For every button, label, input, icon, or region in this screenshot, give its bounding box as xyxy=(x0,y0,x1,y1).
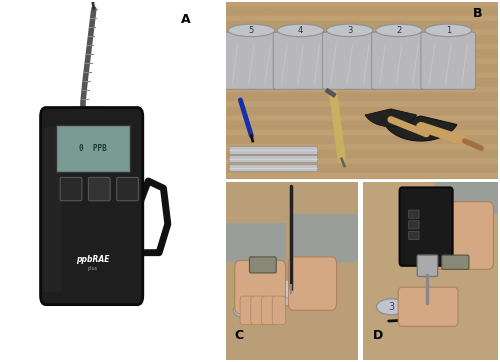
FancyBboxPatch shape xyxy=(408,231,419,240)
Ellipse shape xyxy=(429,82,468,89)
Ellipse shape xyxy=(425,24,472,37)
FancyBboxPatch shape xyxy=(442,255,469,269)
FancyBboxPatch shape xyxy=(290,214,360,262)
Text: 3: 3 xyxy=(388,302,394,312)
Text: 5: 5 xyxy=(248,26,254,35)
Text: 2: 2 xyxy=(396,26,402,35)
Text: plus: plus xyxy=(88,266,98,271)
FancyBboxPatch shape xyxy=(224,32,278,89)
Wedge shape xyxy=(365,109,416,127)
Text: A: A xyxy=(181,13,190,26)
FancyBboxPatch shape xyxy=(398,287,458,327)
Bar xyxy=(230,146,317,153)
FancyBboxPatch shape xyxy=(408,221,419,229)
FancyBboxPatch shape xyxy=(44,127,61,292)
FancyBboxPatch shape xyxy=(400,188,452,266)
FancyBboxPatch shape xyxy=(251,296,264,325)
Ellipse shape xyxy=(234,302,263,318)
FancyBboxPatch shape xyxy=(288,257,337,310)
Text: 3: 3 xyxy=(347,26,352,35)
Ellipse shape xyxy=(380,82,418,89)
FancyBboxPatch shape xyxy=(322,32,377,89)
Ellipse shape xyxy=(376,24,422,37)
Ellipse shape xyxy=(330,82,369,89)
FancyBboxPatch shape xyxy=(250,257,276,273)
FancyBboxPatch shape xyxy=(273,32,328,89)
FancyBboxPatch shape xyxy=(60,177,82,201)
FancyBboxPatch shape xyxy=(262,296,275,325)
FancyBboxPatch shape xyxy=(56,126,130,172)
Ellipse shape xyxy=(228,24,274,37)
FancyBboxPatch shape xyxy=(272,296,285,325)
FancyBboxPatch shape xyxy=(66,109,109,138)
Text: 4: 4 xyxy=(298,26,303,35)
FancyBboxPatch shape xyxy=(116,177,138,201)
FancyBboxPatch shape xyxy=(421,32,476,89)
Bar xyxy=(230,164,317,171)
FancyBboxPatch shape xyxy=(40,108,143,305)
Text: C: C xyxy=(234,329,244,342)
FancyBboxPatch shape xyxy=(88,177,110,201)
FancyBboxPatch shape xyxy=(408,210,419,218)
Ellipse shape xyxy=(232,82,270,89)
Text: D: D xyxy=(372,329,382,342)
Ellipse shape xyxy=(282,82,320,89)
Ellipse shape xyxy=(410,298,445,312)
Ellipse shape xyxy=(278,24,324,37)
Text: B: B xyxy=(473,7,482,20)
Text: 3: 3 xyxy=(245,305,251,315)
Text: 0  PPB: 0 PPB xyxy=(79,143,106,152)
FancyBboxPatch shape xyxy=(418,255,438,277)
FancyBboxPatch shape xyxy=(435,180,499,214)
FancyBboxPatch shape xyxy=(435,202,494,269)
Ellipse shape xyxy=(404,296,452,317)
Text: ppbRAE: ppbRAE xyxy=(76,255,110,264)
Ellipse shape xyxy=(376,299,406,315)
Ellipse shape xyxy=(326,24,373,37)
FancyBboxPatch shape xyxy=(234,260,286,314)
Bar xyxy=(230,155,317,163)
Ellipse shape xyxy=(271,280,311,298)
FancyBboxPatch shape xyxy=(71,108,104,129)
Text: 1: 1 xyxy=(446,26,451,35)
FancyBboxPatch shape xyxy=(222,223,286,262)
FancyBboxPatch shape xyxy=(240,296,254,325)
Wedge shape xyxy=(385,116,457,141)
FancyBboxPatch shape xyxy=(372,32,426,89)
Ellipse shape xyxy=(266,279,316,306)
